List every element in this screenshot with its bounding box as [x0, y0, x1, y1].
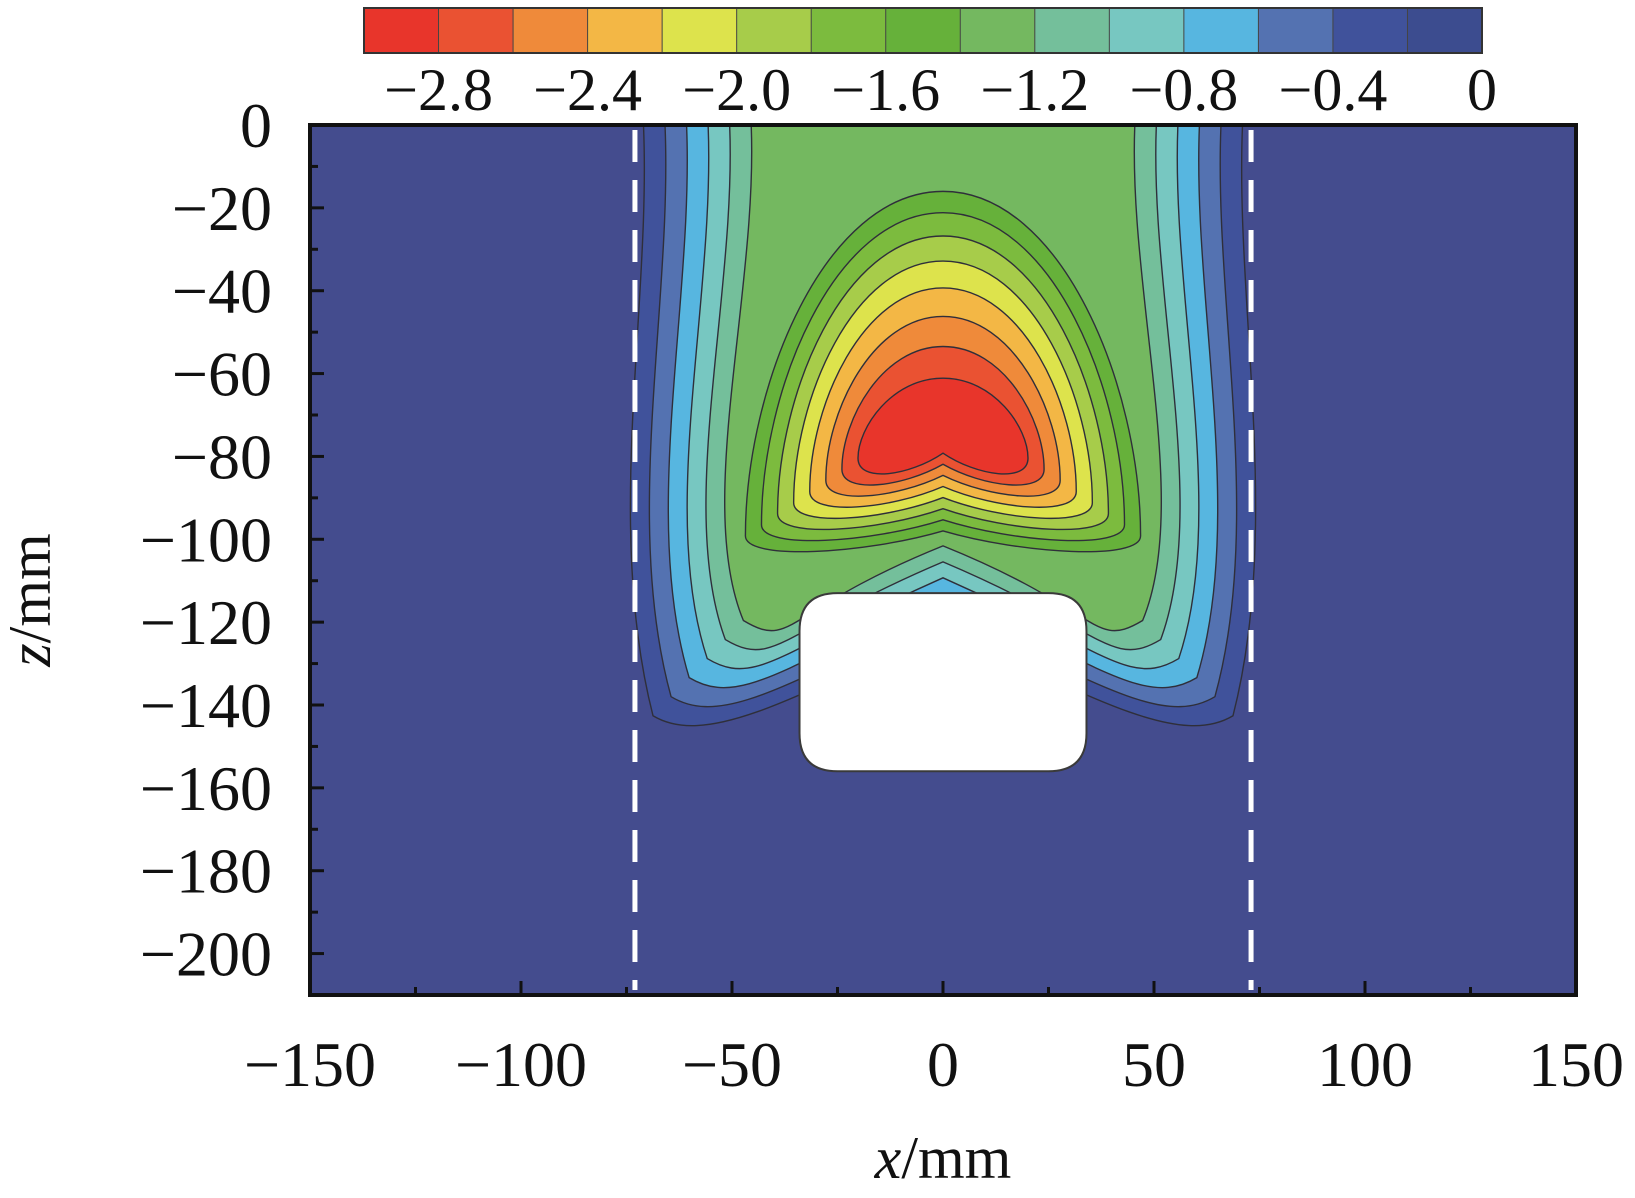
- colorbar: −2.8 −2.4 −2.0 −1.6 −1.2 −0.8 −0.4 0: [363, 7, 1497, 123]
- colorbar-swatch: [1332, 7, 1409, 54]
- contour-band: [857, 377, 1029, 475]
- colorbar-frame: [363, 7, 1483, 54]
- y-tick-label: −100: [140, 504, 272, 575]
- y-tick-label: −120: [140, 587, 272, 658]
- x-tick-label: 150: [1528, 1029, 1624, 1100]
- colorbar-swatch: [736, 7, 813, 54]
- colorbar-swatch: [885, 7, 962, 54]
- x-tick-label: −150: [244, 1029, 376, 1100]
- y-tick-label: −160: [140, 753, 272, 824]
- colorbar-tick-label: −2.8: [384, 57, 493, 123]
- x-tick-label: 50: [1122, 1029, 1186, 1100]
- opening-cavity: [798, 592, 1088, 773]
- y-tick-label: −180: [140, 836, 272, 907]
- colorbar-swatch: [1034, 7, 1111, 54]
- colorbar-swatch: [512, 7, 589, 54]
- colorbar-swatch: [1257, 7, 1334, 54]
- x-tick-label: −50: [682, 1029, 782, 1100]
- x-tick-label: 0: [927, 1029, 959, 1100]
- y-tick-label: 0: [240, 90, 272, 161]
- y-tick-label: −40: [172, 256, 272, 327]
- colorbar-swatch: [1406, 7, 1484, 54]
- colorbar-tick-label: −0.8: [1129, 57, 1238, 123]
- x-tick-label: 100: [1317, 1029, 1413, 1100]
- y-tick-label: −20: [172, 173, 272, 244]
- y-tick-label: −140: [140, 670, 272, 741]
- colorbar-swatch: [587, 7, 664, 54]
- colorbar-tick-label: −0.4: [1279, 57, 1388, 123]
- colorbar-swatch: [1108, 7, 1185, 54]
- colorbar-swatch: [959, 7, 1036, 54]
- plot-area: −150 −100 −50 0 50 100 150 0 −20 −40 −60 −80 −100 −1…: [140, 90, 1624, 1100]
- y-tick-label: −80: [172, 421, 272, 492]
- colorbar-swatch: [363, 7, 440, 54]
- colorbar-swatch: [1183, 7, 1260, 54]
- colorbar-tick-label: −2.4: [533, 57, 642, 123]
- colorbar-swatch: [661, 7, 738, 54]
- colorbar-tick-label: −1.6: [831, 57, 940, 123]
- y-tick-label: −200: [140, 919, 272, 990]
- colorbar-tick-label: 0: [1467, 57, 1497, 123]
- y-axis-label: z/mm: [0, 533, 63, 667]
- colorbar-swatch: [810, 7, 887, 54]
- x-axis-label: x/mm: [874, 1125, 1012, 1191]
- y-tick-label: −60: [172, 339, 272, 410]
- colorbar-swatch: [438, 7, 515, 54]
- colorbar-tick-label: −2.0: [682, 57, 791, 123]
- colorbar-tick-label: −1.2: [980, 57, 1089, 123]
- x-tick-label: −100: [455, 1029, 587, 1100]
